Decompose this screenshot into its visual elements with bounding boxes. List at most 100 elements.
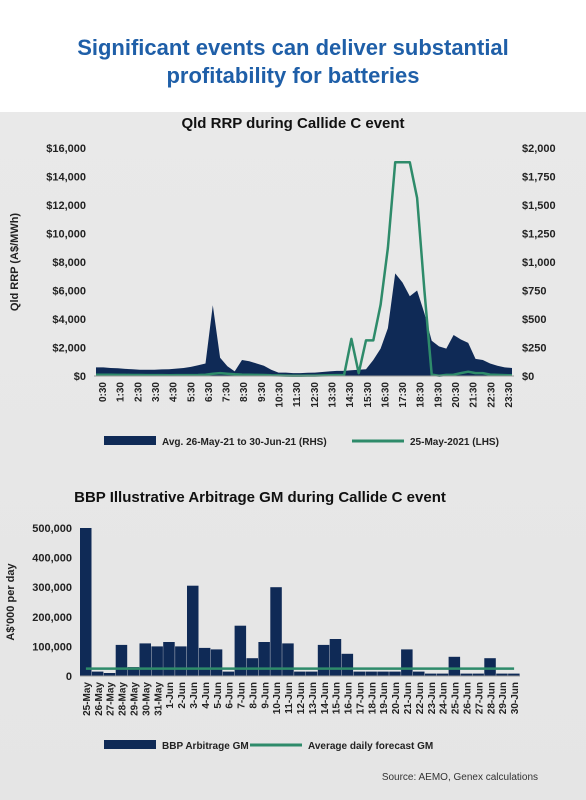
x-tick-label: 15:30: [363, 382, 374, 408]
y-tick: 400,000: [32, 553, 72, 565]
bar: [341, 653, 354, 676]
x-tick-label: 29-May: [130, 682, 141, 716]
x-tick-label: 29-Jun: [498, 682, 509, 714]
x-tick-label: 7:30: [222, 382, 233, 402]
y-tick-right: $1,500: [522, 200, 556, 212]
x-tick-label: 7-Jun: [237, 682, 248, 709]
y-tick-right: $500: [522, 314, 546, 326]
x-tick-label: 6-Jun: [225, 682, 236, 709]
y-tick: 300,000: [32, 582, 72, 594]
y-tick-left: $14,000: [46, 172, 86, 184]
y-tick-left: $10,000: [46, 229, 86, 241]
y-tick-right: $1,250: [522, 229, 556, 241]
bar: [163, 642, 175, 676]
bar: [222, 671, 235, 676]
bar: [329, 639, 342, 676]
bar: [258, 642, 270, 676]
x-tick-label: 28-May: [118, 682, 129, 716]
bar: [472, 673, 484, 676]
x-tick-label: 11-Jun: [284, 682, 295, 714]
y-tick: 100,000: [32, 641, 72, 653]
bar: [401, 649, 413, 676]
x-tick-label: 18-Jun: [367, 682, 378, 714]
y-tick-left: $12,000: [46, 200, 86, 212]
legend-label-area: Avg. 26-May-21 to 30-Jun-21 (RHS): [162, 437, 327, 448]
bar: [139, 643, 151, 676]
chart-title: Qld RRP during Callide C event: [181, 115, 404, 132]
bar: [210, 649, 223, 676]
x-tick-label: 2-Jun: [177, 682, 188, 709]
bar: [496, 673, 508, 676]
x-tick-label: 23:30: [504, 382, 515, 408]
legend-label-line: 25-May-2021 (LHS): [410, 437, 499, 448]
x-tick-label: 16-Jun: [344, 682, 355, 714]
x-tick-label: 24-Jun: [439, 682, 450, 714]
x-tick-label: 12:30: [310, 382, 321, 408]
bar: [436, 673, 449, 676]
x-tick-label: 28-Jun: [486, 682, 497, 714]
x-tick-label: 14:30: [345, 382, 356, 408]
bar: [270, 587, 282, 676]
x-tick-label: 31-May: [153, 682, 164, 716]
qld-rrp-chart: Qld RRP during Callide C event $0 $0 $2,000…: [9, 115, 556, 448]
y-tick-left: $6,000: [52, 286, 86, 298]
x-tick-label: 25-May: [82, 682, 93, 716]
headline-line-1: Significant events can deliver substanti…: [77, 35, 509, 60]
headline-line-2: profitability for batteries: [166, 63, 420, 88]
bar: [448, 656, 461, 676]
bar: [389, 671, 401, 676]
x-tick-label: 18:30: [416, 382, 427, 408]
x-tick-label: 23-Jun: [427, 682, 438, 714]
y-tick-left: $4,000: [52, 314, 86, 326]
x-tick-label: 30-May: [141, 682, 152, 716]
bar: [115, 644, 128, 676]
source-note: Source: AEMO, Genex calculations: [381, 772, 538, 783]
x-tick-label: 25-Jun: [451, 682, 462, 714]
x-tick-label: 3:30: [151, 382, 162, 402]
y-axis-label: A$'000 per day: [5, 563, 17, 641]
x-tick-label: 22:30: [486, 382, 497, 408]
y-tick-left: $16,000: [46, 143, 86, 155]
bar: [424, 673, 437, 676]
bar: [187, 585, 199, 676]
y-tick-right: $0: [522, 371, 534, 383]
bar: [353, 671, 365, 676]
bar: [305, 671, 318, 676]
x-tick-label: 0:30: [98, 382, 109, 402]
x-tick-label: 22-Jun: [415, 682, 426, 714]
x-tick-label: 6:30: [204, 382, 215, 402]
x-tick-label: 5-Jun: [213, 682, 224, 709]
y-tick-right: $250: [522, 343, 546, 355]
x-tick-label: 21:30: [469, 382, 480, 408]
y-tick-right: $1,000: [522, 257, 556, 269]
x-tick-label: 4:30: [169, 382, 180, 402]
legend-label-line: Average daily forecast GM: [308, 741, 433, 752]
x-tick-label: 19-Jun: [379, 682, 390, 714]
x-tick-label: 27-Jun: [474, 682, 485, 714]
bar: [508, 673, 520, 676]
y-tick-right: $1,750: [522, 172, 556, 184]
bar: [198, 647, 211, 676]
legend-label-bar: BBP Arbitrage GM: [162, 741, 249, 752]
x-tick-label: 20-Jun: [391, 682, 402, 714]
x-tick-label: 17:30: [398, 382, 409, 408]
x-tick-label: 9-Jun: [260, 682, 271, 709]
x-tick-label: 21-Jun: [403, 682, 414, 714]
x-tick-label: 13:30: [327, 382, 338, 408]
y-tick-right: $2,000: [522, 143, 556, 155]
x-tick-label: 1:30: [116, 382, 127, 402]
legend-swatch-bar: [104, 740, 156, 749]
x-tick-label: 26-Jun: [462, 682, 473, 714]
bar: [80, 528, 92, 676]
y-tick: 200,000: [32, 612, 72, 624]
x-tick-label: 17-Jun: [355, 682, 366, 714]
bar: [460, 673, 472, 676]
bar: [127, 667, 140, 676]
bar: [317, 644, 330, 676]
bbp-arbitrage-chart: BBP Illustrative Arbitrage GM during Cal…: [5, 489, 521, 752]
bar: [103, 673, 116, 676]
x-tick-label: 16:30: [380, 382, 391, 408]
x-tick-label: 30-Jun: [510, 682, 521, 714]
x-tick-label: 15-Jun: [332, 682, 343, 714]
area-series-avg: [96, 273, 512, 376]
